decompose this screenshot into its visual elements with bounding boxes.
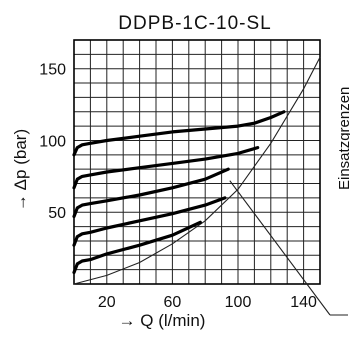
limit-layer <box>73 56 348 316</box>
x-tick-label: 140 <box>290 294 317 311</box>
series-layer <box>72 110 286 275</box>
limit-leader-line <box>229 180 331 316</box>
chart-title: DDPB-1C-10-SL <box>118 13 271 34</box>
x-tick-label: 20 <box>98 294 116 311</box>
x-tick-label: 100 <box>225 294 252 311</box>
series-line-2 <box>72 146 260 190</box>
plot-frame <box>73 39 321 285</box>
x-tick-label: 60 <box>164 294 182 311</box>
series-line-5 <box>72 220 202 275</box>
series-line-3 <box>72 167 230 219</box>
y-tick-label: 100 <box>39 133 66 150</box>
limit-curve-label: Einsatzgrenzen <box>336 87 350 190</box>
x-axis-label: → Q (l/min) <box>119 311 206 330</box>
series-line-1 <box>72 110 286 157</box>
y-tick-label: 50 <box>48 205 66 222</box>
tick-labels: 20 60 100 140 50 100 150 <box>39 62 317 311</box>
series-line-4 <box>72 196 227 247</box>
limit-curve <box>73 56 321 285</box>
y-tick-label: 150 <box>39 62 66 79</box>
grid <box>73 39 321 285</box>
y-axis-label: → Δp (bar) <box>11 129 30 211</box>
